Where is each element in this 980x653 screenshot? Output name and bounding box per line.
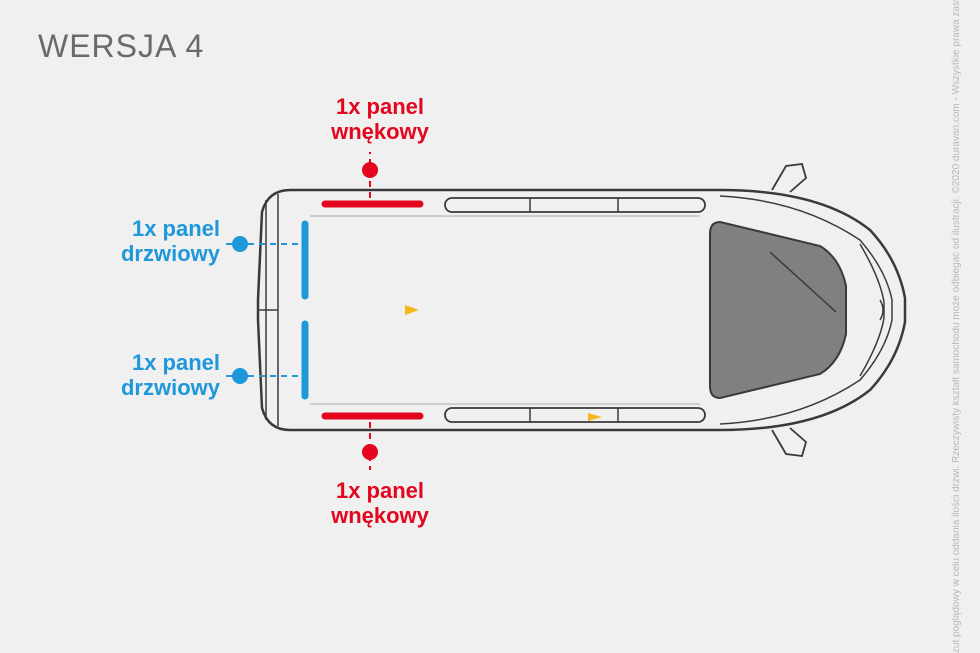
diagram-svg bbox=[0, 0, 980, 613]
mirror-bottom bbox=[772, 428, 806, 456]
label-recess-top: 1x panel wnękowy bbox=[300, 94, 460, 145]
panel-door-bottom bbox=[224, 324, 305, 396]
van-outline bbox=[258, 164, 905, 456]
label-text: 1x panel bbox=[132, 216, 220, 241]
label-text: drzwiowy bbox=[121, 375, 220, 400]
label-text: wnękowy bbox=[331, 119, 429, 144]
label-text: drzwiowy bbox=[121, 241, 220, 266]
label-recess-bottom: 1x panel wnękowy bbox=[300, 478, 460, 529]
label-text: 1x panel bbox=[132, 350, 220, 375]
label-door-top: 1x panel drzwiowy bbox=[90, 216, 220, 267]
windshield bbox=[710, 222, 846, 398]
copyright-text: zut poglądowy w celu oddania ilości drzw… bbox=[944, 27, 970, 587]
label-text: 1x panel bbox=[336, 94, 424, 119]
label-text: 1x panel bbox=[336, 478, 424, 503]
panel-door-top bbox=[224, 224, 305, 296]
panel-recess-top bbox=[325, 152, 420, 204]
panel-recess-bottom bbox=[325, 416, 420, 470]
label-text: wnękowy bbox=[331, 503, 429, 528]
label-door-bottom: 1x panel drzwiowy bbox=[90, 350, 220, 401]
mirror-top bbox=[772, 164, 806, 192]
